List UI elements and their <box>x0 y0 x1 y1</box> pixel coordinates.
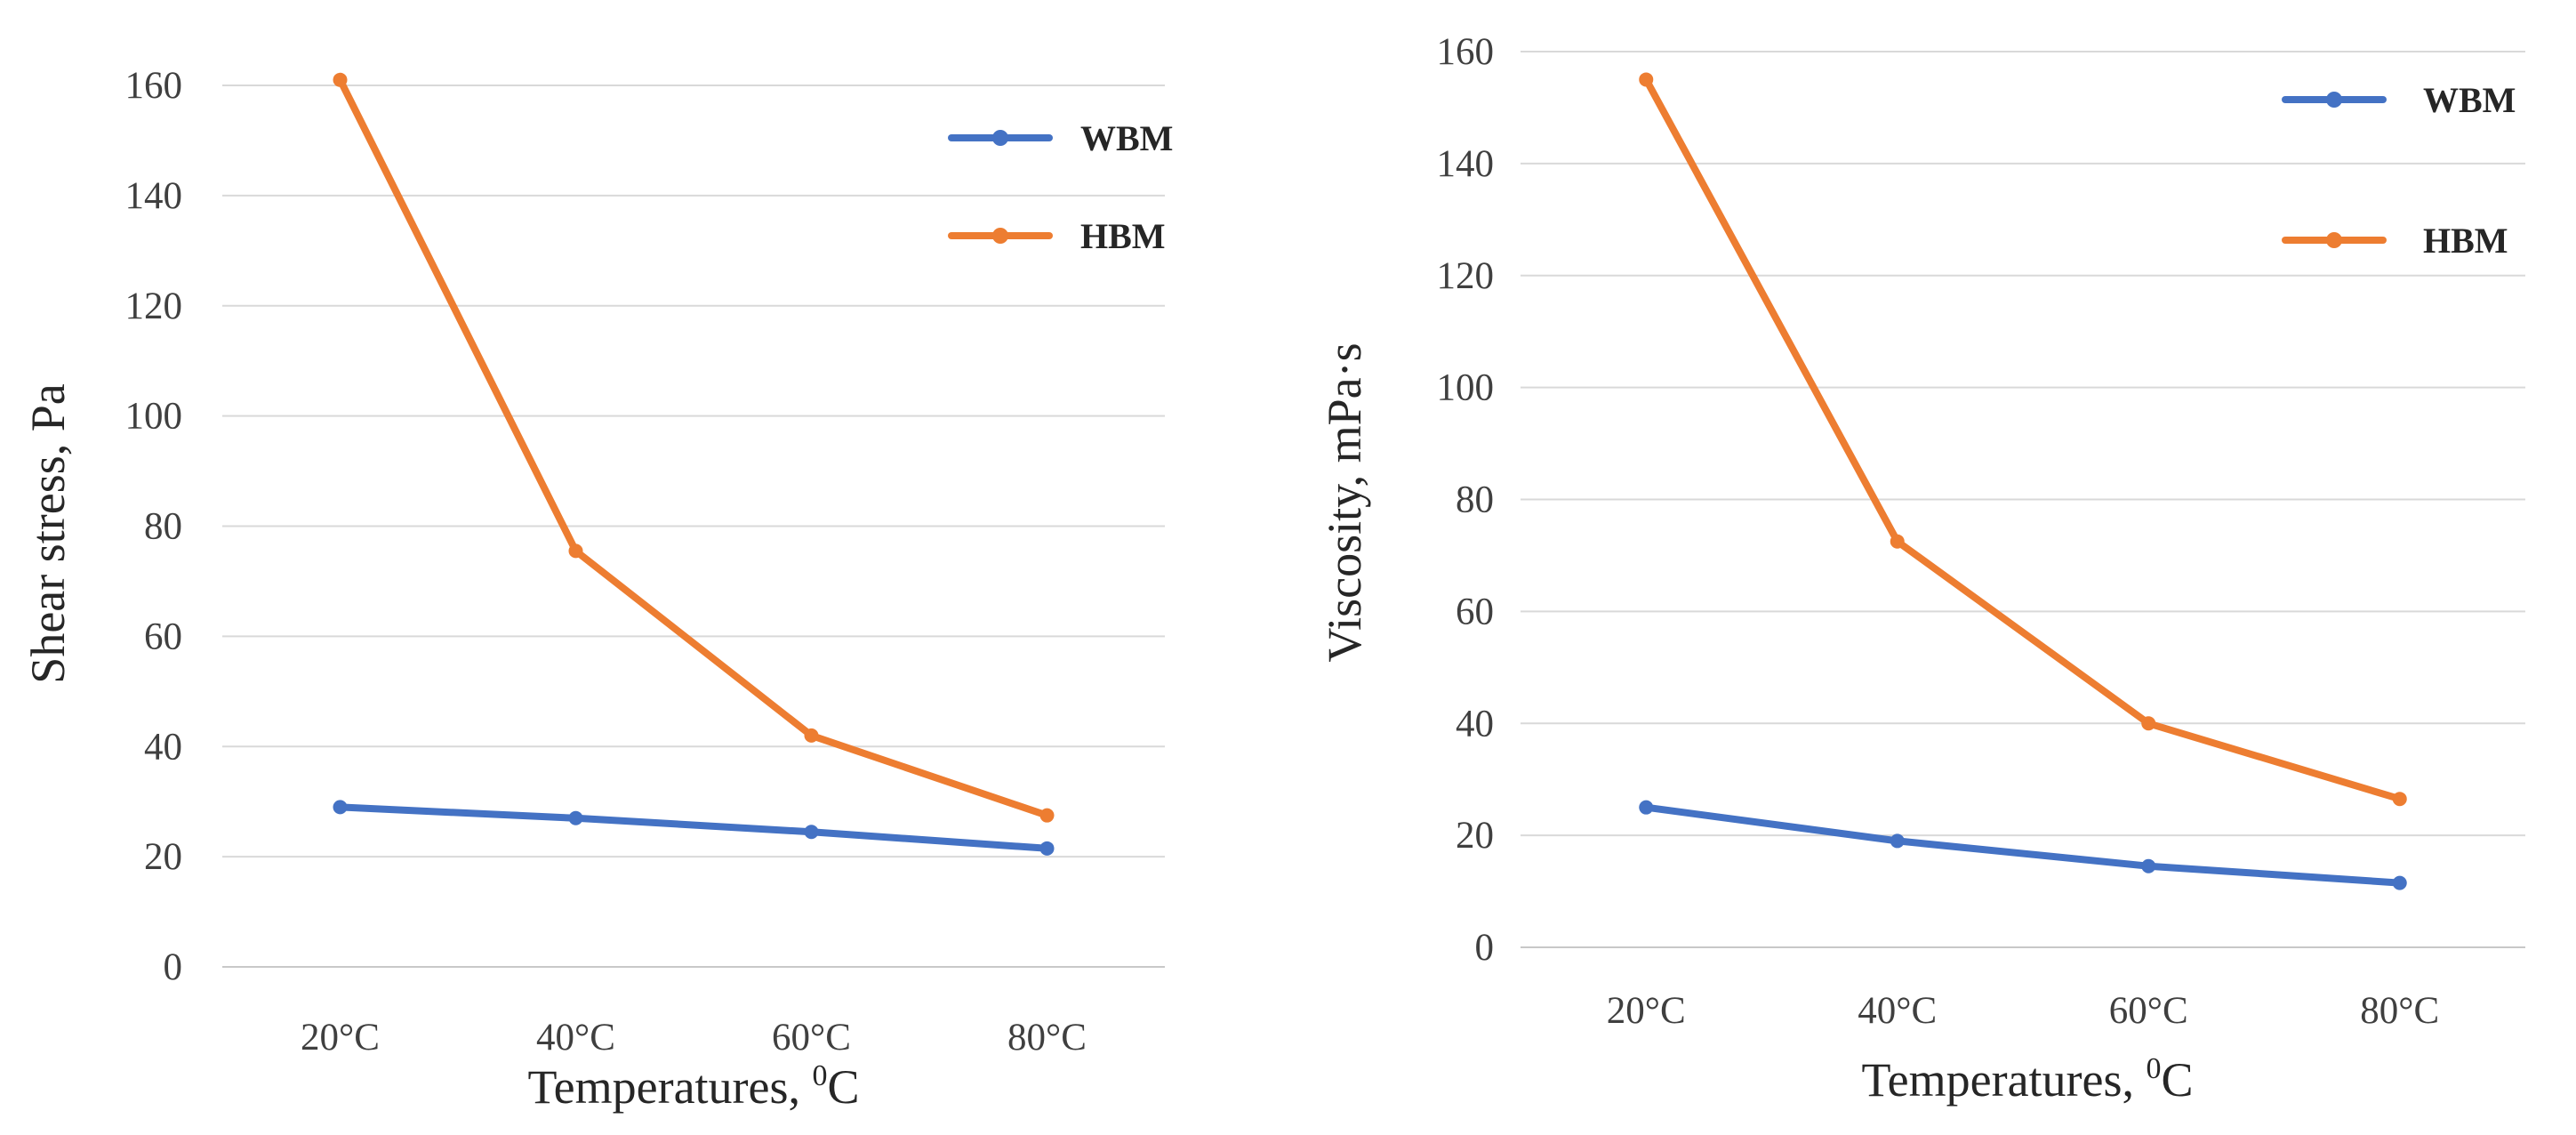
x-tick-label: 20°C <box>301 1017 380 1059</box>
x-axis-title-superscript: 0 <box>813 1059 828 1092</box>
data-point-hbm <box>1890 534 1905 549</box>
data-point-wbm <box>1639 800 1654 815</box>
y-tick-label: 80 <box>144 506 182 548</box>
data-point-wbm <box>2392 875 2407 890</box>
x-axis-title-unit: C <box>828 1060 860 1114</box>
y-tick-label: 160 <box>1437 31 1495 73</box>
x-tick-label: 40°C <box>536 1017 615 1059</box>
y-tick-label: 20 <box>1456 815 1494 857</box>
y-axis-title: Viscosity, mPa·s <box>1318 342 1371 662</box>
y-tick-label: 20 <box>144 836 182 878</box>
legend-label-hbm: HBM <box>2423 221 2508 261</box>
x-axis-title-superscript: 0 <box>2147 1052 2162 1085</box>
legend-label-hbm: HBM <box>1080 216 1166 256</box>
series-line-hbm <box>336 76 1051 819</box>
chart-1: 0 20 40 60 80 100 120 140 160 20°C 40°C 60°C 80°C She… <box>21 65 1173 1114</box>
legend-marker-wbm <box>992 130 1008 146</box>
y-tick-label: 120 <box>1437 255 1495 297</box>
y-tick-label: 60 <box>144 616 182 657</box>
series-line-hbm <box>1642 76 2403 803</box>
data-point-hbm <box>2141 716 2156 731</box>
x-tick-label: 60°C <box>2109 990 2188 1032</box>
data-point-wbm <box>1039 841 1055 856</box>
data-point-wbm <box>804 825 819 840</box>
data-point-hbm <box>2392 792 2407 807</box>
data-point-hbm <box>1039 808 1055 823</box>
x-axis-title-text: Temperatures, <box>527 1060 812 1114</box>
y-tick-label: 0 <box>1475 927 1495 969</box>
x-axis-title-text: Temperatures, <box>1861 1053 2146 1107</box>
y-tick-label: 160 <box>125 65 183 107</box>
x-axis-title: Temperatures, 0C <box>527 1059 859 1114</box>
y-tick-label: 60 <box>1456 591 1494 632</box>
legend-marker-hbm <box>2326 232 2342 248</box>
data-point-wbm <box>2141 858 2156 873</box>
series-line-wbm <box>1642 803 2403 887</box>
x-tick-label: 40°C <box>1858 990 1937 1032</box>
y-axis-title: Shear stress, Pa <box>21 383 75 683</box>
series-line-wbm <box>336 803 1051 852</box>
y-tick-label: 120 <box>125 286 183 327</box>
y-tick-label: 80 <box>1456 479 1494 521</box>
y-tick-label: 100 <box>1437 367 1495 409</box>
y-tick-label: 140 <box>125 175 183 217</box>
chart-2: 0 20 40 60 80 100 120 140 160 20°C 40°C 60°C 80°C Vis… <box>1318 31 2525 1107</box>
data-point-wbm <box>1890 833 1905 849</box>
x-tick-label: 20°C <box>1607 990 1686 1032</box>
y-tick-label: 100 <box>125 396 183 438</box>
x-tick-label: 80°C <box>1007 1017 1087 1059</box>
legend-marker-hbm <box>992 228 1008 244</box>
y-tick-label: 140 <box>1437 143 1495 185</box>
y-tick-label: 0 <box>164 946 183 988</box>
legend-marker-wbm <box>2326 92 2342 108</box>
data-point-wbm <box>333 800 348 815</box>
data-point-hbm <box>333 72 348 87</box>
y-tick-label: 40 <box>144 726 182 768</box>
x-tick-label: 80°C <box>2360 990 2439 1032</box>
data-point-wbm <box>568 810 583 825</box>
data-point-hbm <box>804 728 819 743</box>
y-tick-label: 40 <box>1456 703 1494 745</box>
legend-label-wbm: WBM <box>1080 118 1173 158</box>
legend-label-wbm: WBM <box>2423 80 2516 120</box>
data-point-hbm <box>568 543 583 559</box>
x-axis-title-unit: C <box>2162 1053 2194 1107</box>
data-point-hbm <box>1639 72 1654 87</box>
x-tick-label: 60°C <box>772 1017 851 1059</box>
x-axis-title: Temperatures, 0C <box>1861 1052 2193 1107</box>
